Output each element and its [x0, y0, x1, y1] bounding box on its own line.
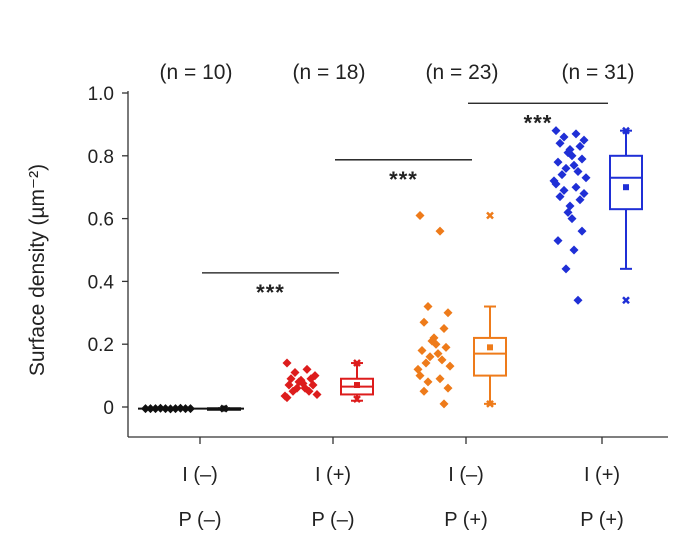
box-max-marker: [622, 126, 630, 135]
data-point: [443, 383, 453, 393]
data-point: [561, 264, 571, 274]
sample-size-label: (n = 18): [293, 61, 366, 84]
sample-size-label: (n = 31): [562, 61, 635, 84]
data-point: [431, 339, 441, 349]
data-point: [551, 179, 561, 189]
data-point: [419, 317, 429, 327]
data-point: [423, 302, 433, 312]
category-label-top: I (+): [315, 464, 351, 486]
data-point: [555, 192, 565, 202]
data-point: [421, 358, 431, 368]
data-point: [417, 345, 427, 355]
y-tick-label: 0: [103, 398, 114, 419]
category-label-bottom: P (+): [580, 509, 624, 531]
box-iqr: [609, 154, 643, 211]
data-point: [571, 182, 581, 192]
box-mean: [354, 382, 360, 389]
y-tick-label: 0.6: [88, 210, 114, 231]
data-point: [439, 324, 449, 333]
data-point: [569, 160, 579, 170]
y-tick-label: 0.8: [88, 147, 114, 168]
sample-size-label: (n = 10): [160, 61, 233, 84]
box-max-marker: [486, 211, 494, 220]
data-point: [282, 358, 292, 368]
data-point: [437, 355, 447, 365]
data-point: [439, 399, 449, 409]
data-point: [443, 308, 453, 318]
data-point: [290, 367, 300, 377]
data-point: [425, 352, 435, 362]
data-point: [579, 188, 589, 198]
data-point: [569, 245, 579, 255]
category-label-bottom: P (–): [312, 509, 355, 531]
data-point: [579, 135, 589, 145]
chart-marks: [138, 126, 643, 414]
data-point: [577, 154, 587, 164]
data-point: [282, 393, 292, 403]
data-point: [553, 157, 563, 167]
data-point: [415, 371, 425, 381]
axes: 0 0.2 0.4 0.6 0.8 1.0: [88, 84, 668, 444]
significance-stars: ***: [256, 280, 285, 305]
category-label-top: I (–): [182, 464, 218, 486]
data-point: [284, 380, 294, 390]
data-point: [415, 210, 425, 220]
data-point: [553, 236, 563, 246]
data-point: [557, 170, 567, 180]
data-point: [423, 377, 433, 387]
category-label-bottom: P (+): [444, 509, 488, 531]
data-point: [577, 226, 587, 236]
box-min-marker: [486, 399, 494, 408]
category-label-top: I (+): [584, 464, 620, 486]
y-tick-label: 0.2: [88, 335, 114, 356]
data-point: [575, 141, 585, 151]
data-point: [433, 349, 443, 359]
data-point: [567, 214, 577, 224]
data-point: [555, 138, 565, 148]
box-max-marker: [353, 359, 361, 367]
chart-labels: Surface density (µm⁻²) I (–) P (–) (n = 10)…: [26, 61, 634, 531]
data-point: [441, 342, 451, 352]
data-point: [419, 386, 429, 396]
data-point: [573, 167, 583, 176]
data-point: [563, 207, 573, 217]
data-point: [312, 389, 322, 399]
data-point: [445, 361, 455, 371]
data-point: [288, 386, 298, 396]
category-label-bottom: P (–): [179, 509, 222, 531]
data-point: [575, 195, 585, 205]
category-label-top: I (–): [448, 464, 484, 486]
data-point: [551, 126, 561, 136]
box-min-marker: [622, 296, 630, 305]
data-point: [435, 226, 445, 236]
y-axis-label: Surface density (µm⁻²): [26, 164, 49, 376]
box-iqr: [473, 336, 507, 377]
y-tick-label: 0.4: [88, 272, 115, 293]
data-point: [304, 386, 314, 396]
box-mean: [623, 184, 629, 191]
data-point: [559, 132, 569, 142]
significance-stars: ***: [389, 167, 418, 192]
data-point: [302, 364, 312, 374]
data-point: [567, 151, 577, 161]
significance-stars: ***: [524, 110, 553, 135]
significance-annotations: *** *** ***: [202, 102, 608, 305]
data-point: [559, 185, 569, 195]
data-point: [308, 380, 318, 390]
data-point: [435, 374, 445, 384]
sample-size-label: (n = 23): [426, 61, 499, 84]
data-point: [573, 295, 583, 305]
box-mean: [487, 344, 493, 351]
data-point: [561, 163, 571, 173]
data-point: [571, 129, 581, 139]
y-tick-label: 1.0: [88, 84, 114, 105]
data-point: [581, 173, 591, 183]
box-min-marker: [353, 395, 361, 404]
